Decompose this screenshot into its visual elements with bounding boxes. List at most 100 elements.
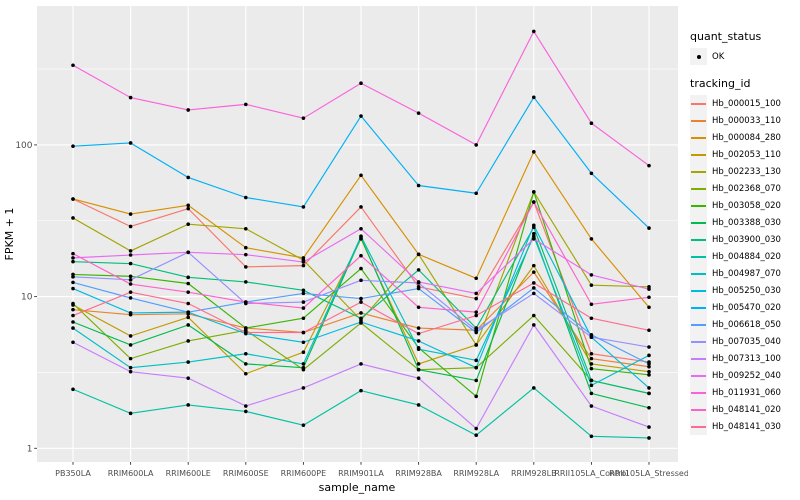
data-point: [532, 190, 536, 194]
data-point: [128, 356, 133, 361]
data-point: [359, 278, 363, 283]
data-point: [244, 265, 248, 269]
y-tick-label: 10: [21, 293, 33, 303]
data-point: [71, 197, 75, 201]
data-point: [71, 144, 75, 149]
data-point: [128, 249, 133, 253]
legend-key-box: [690, 163, 707, 180]
data-point: [186, 403, 190, 407]
legend-entry: Hb_004987_070: [690, 265, 798, 282]
legend-entry-label: Hb_003900_030: [712, 234, 781, 245]
data-point: [589, 434, 594, 439]
legend-key-box: [690, 299, 707, 316]
data-point: [474, 296, 479, 301]
data-point: [71, 275, 75, 279]
data-point: [474, 394, 479, 399]
data-point: [647, 345, 651, 349]
data-point: [416, 362, 421, 366]
data-point: [647, 163, 651, 168]
data-point: [186, 281, 190, 286]
data-point: [532, 231, 536, 236]
data-point: [301, 350, 306, 355]
legend-entry-label: Hb_005470_020: [712, 302, 781, 313]
data-point: [301, 330, 306, 335]
data-point: [301, 306, 306, 310]
legend-entry: Hb_002233_130: [690, 163, 798, 180]
data-point: [244, 245, 248, 250]
legend-line-swatch: [691, 306, 706, 309]
data-point: [474, 191, 479, 196]
data-point: [244, 330, 248, 335]
data-point: [186, 339, 190, 343]
data-point: [474, 365, 479, 370]
data-point: [532, 313, 536, 318]
data-point: [301, 316, 306, 321]
data-point: [71, 259, 75, 264]
data-point: [647, 305, 651, 310]
data-point: [186, 310, 190, 314]
data-point: [128, 274, 133, 279]
data-point: [71, 387, 75, 392]
data-point: [359, 266, 363, 271]
data-point: [71, 307, 75, 312]
legend-key-box: [690, 129, 707, 146]
data-point: [186, 206, 190, 211]
data-point: [128, 212, 133, 216]
data-point: [416, 326, 421, 330]
data-point: [186, 175, 190, 180]
x-tick-label: RRII105LA_Stressed: [609, 469, 688, 478]
data-point: [359, 205, 363, 209]
data-point: [244, 102, 248, 107]
legend-entry: Hb_000015_100: [690, 95, 798, 112]
data-point: [186, 108, 190, 112]
legend-entry: Hb_000084_280: [690, 129, 798, 146]
data-point: [128, 141, 133, 145]
legend-entry: Hb_003058_020: [690, 197, 798, 214]
legend-line-swatch: [691, 408, 706, 411]
data-point: [589, 362, 594, 366]
data-point: [589, 351, 594, 356]
data-point: [474, 143, 479, 147]
data-point: [532, 29, 536, 34]
legend-key-box: [690, 367, 707, 384]
data-point: [128, 95, 133, 100]
data-point: [186, 323, 190, 327]
data-point: [589, 335, 594, 339]
legend-line-swatch: [691, 425, 706, 428]
legend-line-swatch: [691, 136, 706, 139]
legend-key-box: [690, 316, 707, 333]
legend-key-box: [690, 384, 707, 401]
data-point: [589, 302, 594, 307]
data-point: [359, 234, 363, 239]
data-point: [589, 383, 594, 388]
data-point: [359, 316, 363, 321]
legend-key-box: [690, 265, 707, 282]
data-point: [589, 316, 594, 321]
legend-key-box: [690, 180, 707, 197]
legend-line-swatch: [691, 119, 706, 122]
legend-key-box: [690, 214, 707, 231]
data-point: [532, 263, 536, 268]
data-point: [128, 369, 133, 374]
x-tick-label: RRIM600LE: [166, 469, 211, 478]
x-tick-label: RRIM928LB: [511, 469, 557, 478]
data-point: [416, 339, 421, 343]
x-tick-label: RRIM928BA: [395, 469, 442, 478]
data-point: [474, 343, 479, 347]
data-point: [244, 371, 248, 376]
legend-key-box: [690, 282, 707, 299]
data-point: [359, 81, 363, 86]
data-point: [589, 121, 594, 126]
data-point: [128, 343, 133, 347]
legend-key-box: [690, 248, 707, 265]
data-point: [71, 320, 75, 324]
data-point: [128, 282, 133, 286]
data-point: [301, 362, 306, 366]
legend-entry-label: Hb_048141_030: [712, 421, 781, 432]
x-axis-title: sample_name: [319, 481, 396, 494]
series-points: [71, 29, 651, 440]
legend-key-box: [690, 350, 707, 367]
x-tick-label: RRIM901LA: [338, 469, 384, 478]
data-point: [474, 426, 479, 431]
